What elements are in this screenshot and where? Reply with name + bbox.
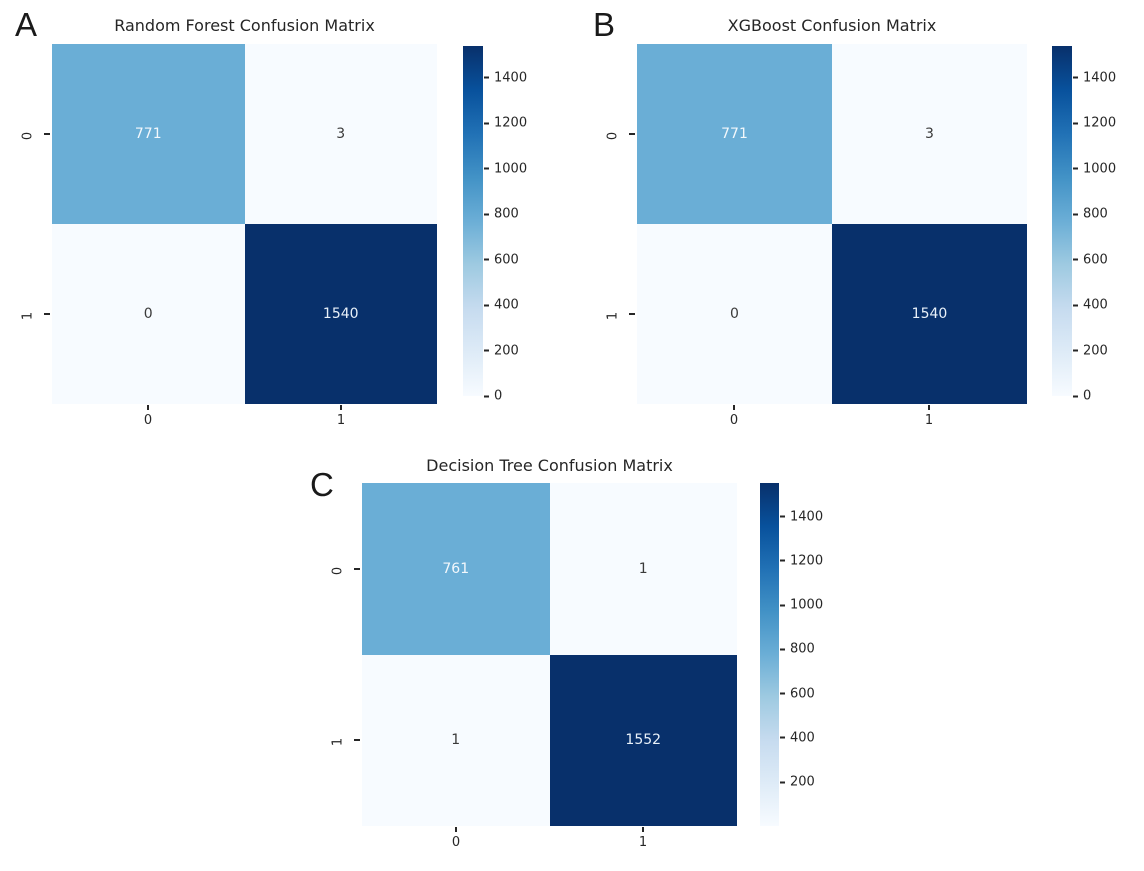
matrix-cell-fn: 1 xyxy=(362,654,550,826)
panel-decision-tree: C Decision Tree Confusion Matrix 761 1 1… xyxy=(300,450,900,871)
y-tick-label-0: 0 xyxy=(605,131,621,141)
colorbar-tick: 800 xyxy=(484,207,519,222)
cell-value: 3 xyxy=(925,126,934,142)
x-tick-mark xyxy=(147,405,149,410)
x-tick-label-1: 1 xyxy=(638,835,648,850)
x-tick-mark xyxy=(642,827,644,832)
matrix-cell-fn: 0 xyxy=(637,224,832,404)
colorbar-tick: 1000 xyxy=(780,598,823,613)
matrix-cell-tp: 1552 xyxy=(549,654,737,826)
colorbar-tick: 400 xyxy=(1073,298,1108,313)
cell-value: 761 xyxy=(442,560,470,577)
x-tick-label-1: 1 xyxy=(336,413,346,428)
y-tick-label-1: 1 xyxy=(605,311,621,321)
confusion-matrix-a: 771 3 0 1540 xyxy=(52,44,437,404)
cell-value: 771 xyxy=(134,126,162,142)
colorbar-tick: 1400 xyxy=(780,509,823,524)
colorbar-tick: 1400 xyxy=(484,70,527,85)
y-tick-mark xyxy=(354,568,360,570)
colorbar-tick: 800 xyxy=(780,642,815,657)
x-tick-mark xyxy=(455,827,457,832)
matrix-cell-fn: 0 xyxy=(52,224,245,404)
colorbar-tick: 200 xyxy=(1073,343,1108,358)
colorbar-tick: 1000 xyxy=(1073,161,1116,176)
y-tick-label-0: 0 xyxy=(20,131,36,141)
colorbar-tick: 600 xyxy=(484,252,519,267)
y-tick-mark xyxy=(354,739,360,741)
cell-value: 1552 xyxy=(625,732,662,749)
cell-value: 0 xyxy=(143,306,153,322)
plot-title-xgboost: XGBoost Confusion Matrix xyxy=(727,16,937,35)
x-tick-label-1: 1 xyxy=(924,413,934,428)
colorbar-tick: 200 xyxy=(484,343,519,358)
cell-value: 1540 xyxy=(322,306,359,322)
matrix-cell-fp: 3 xyxy=(832,44,1027,224)
matrix-cell-fp: 3 xyxy=(244,44,437,224)
colorbar-tick: 0 xyxy=(484,389,502,404)
colorbar-tick: 800 xyxy=(1073,207,1108,222)
cell-value: 3 xyxy=(336,126,346,142)
y-tick-label-1: 1 xyxy=(330,737,346,747)
x-tick-label-0: 0 xyxy=(143,413,153,428)
colorbar-c: 1400 1200 1000 800 600 400 200 xyxy=(760,483,823,826)
cell-value: 1 xyxy=(638,560,648,577)
confusion-matrix-b: 771 3 0 1540 xyxy=(637,44,1027,404)
colorbar-tick: 1200 xyxy=(1073,116,1116,131)
y-tick-mark xyxy=(44,313,50,315)
y-tick-label-0: 0 xyxy=(330,566,346,576)
y-tick-label-1: 1 xyxy=(20,311,36,321)
matrix-cell-tp: 1540 xyxy=(244,224,437,404)
matrix-cell-tn: 761 xyxy=(362,483,550,655)
colorbar-tick: 200 xyxy=(780,775,815,790)
plot-title-decision-tree: Decision Tree Confusion Matrix xyxy=(426,456,673,475)
panel-letter-c: C xyxy=(310,466,334,503)
panel-letter-a: A xyxy=(15,6,38,43)
colorbar-b: 1400 1200 1000 800 600 400 200 0 xyxy=(1052,46,1116,404)
panel-letter-b: B xyxy=(593,6,616,43)
x-tick-mark xyxy=(733,405,735,410)
colorbar-tick: 400 xyxy=(780,730,815,745)
x-tick-label-0: 0 xyxy=(729,413,739,428)
colorbar-tick: 600 xyxy=(1073,252,1108,267)
x-tick-mark xyxy=(340,405,342,410)
cell-value: 771 xyxy=(721,126,748,142)
cell-value: 1540 xyxy=(911,306,948,322)
colorbar-tick: 1200 xyxy=(780,553,823,568)
matrix-cell-tn: 771 xyxy=(52,44,245,224)
cell-value: 0 xyxy=(730,306,739,322)
y-tick-mark xyxy=(629,313,635,315)
colorbar-tick: 400 xyxy=(484,298,519,313)
matrix-cell-tn: 771 xyxy=(637,44,832,224)
colorbar-tick: 600 xyxy=(780,686,815,701)
cell-value: 1 xyxy=(451,732,461,749)
plot-title-random-forest: Random Forest Confusion Matrix xyxy=(114,16,375,35)
panel-xgboost: B XGBoost Confusion Matrix 771 3 0 1540 … xyxy=(585,0,1144,440)
matrix-cell-fp: 1 xyxy=(549,483,737,655)
colorbar-tick: 1000 xyxy=(484,161,527,176)
colorbar-tick: 0 xyxy=(1073,389,1091,404)
y-tick-mark xyxy=(44,133,50,135)
colorbar-tick: 1400 xyxy=(1073,70,1116,85)
matrix-cell-tp: 1540 xyxy=(832,224,1027,404)
y-tick-mark xyxy=(629,133,635,135)
colorbar-tick: 1200 xyxy=(484,116,527,131)
panel-random-forest: A Random Forest Confusion Matrix 771 3 0… xyxy=(0,0,545,440)
x-tick-label-0: 0 xyxy=(451,835,461,850)
confusion-matrix-c: 761 1 1 1552 xyxy=(362,483,737,826)
x-tick-mark xyxy=(928,405,930,410)
colorbar-a: 1400 1200 1000 800 600 400 200 0 xyxy=(463,46,527,404)
